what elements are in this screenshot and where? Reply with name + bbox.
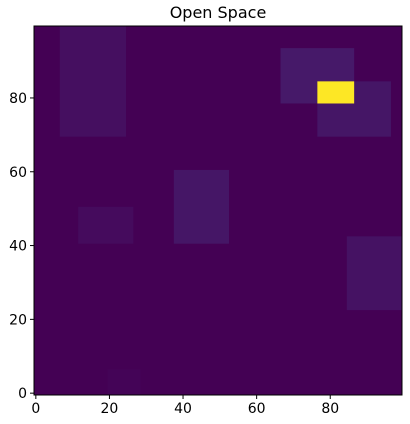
y-tick-label: 40 bbox=[9, 239, 27, 255]
heatmap-cell-block bbox=[107, 369, 141, 395]
x-tick-label: 40 bbox=[174, 401, 192, 417]
heatmap-cell-block bbox=[346, 236, 402, 311]
x-tick-label: 0 bbox=[31, 401, 40, 417]
heatmap-cell-block bbox=[173, 169, 230, 244]
x-tick-label: 60 bbox=[248, 401, 266, 417]
x-tick-label: 80 bbox=[321, 401, 339, 417]
x-tick-label: 20 bbox=[101, 401, 119, 417]
heatmap-cell-block bbox=[78, 206, 134, 244]
x-axis-ticks: 0 20 40 60 80 bbox=[31, 395, 339, 417]
heatmap-cells bbox=[59, 26, 402, 395]
y-tick-label: 20 bbox=[9, 312, 27, 328]
heatmap-cell-block bbox=[59, 26, 127, 137]
y-tick-label: 0 bbox=[18, 386, 27, 402]
axes-frame bbox=[33, 25, 403, 396]
heatmap-cell-block bbox=[317, 81, 355, 104]
y-tick-label: 80 bbox=[9, 91, 27, 107]
chart-title: Open Space bbox=[170, 3, 267, 22]
y-axis-ticks: 0 20 40 60 80 bbox=[9, 91, 34, 402]
y-tick-label: 60 bbox=[9, 165, 27, 181]
